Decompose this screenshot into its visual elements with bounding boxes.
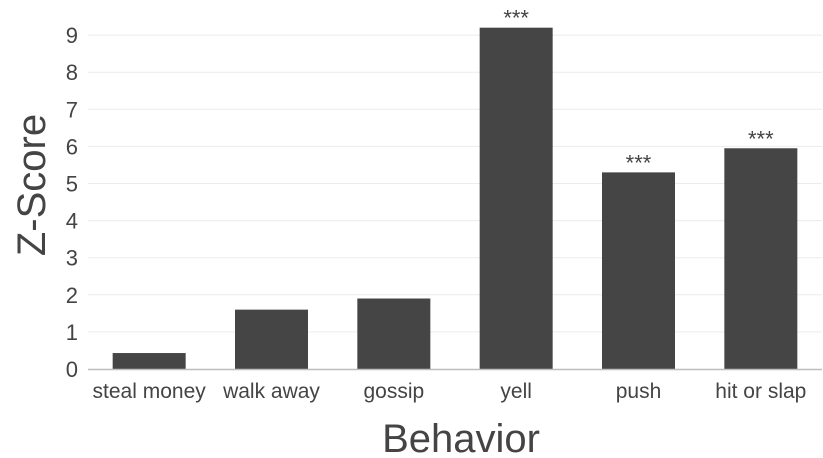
x-tick-labels: steal money walk away gossip yell push hit or… bbox=[93, 380, 807, 403]
y-tick-label: 9 bbox=[66, 23, 78, 48]
bar-walk-away bbox=[235, 309, 308, 369]
significance-marker: *** bbox=[626, 150, 652, 175]
bar-yell bbox=[479, 27, 553, 370]
significance-marker: *** bbox=[748, 126, 774, 151]
x-axis-title: Behavior bbox=[382, 417, 540, 458]
y-tick-label: 4 bbox=[66, 209, 78, 234]
bar-gossip bbox=[357, 298, 431, 369]
y-axis-title: Z-Score bbox=[10, 114, 54, 256]
bar-hit-or-slap bbox=[724, 148, 798, 369]
y-tick-label: 7 bbox=[66, 97, 78, 122]
bar-push bbox=[602, 172, 675, 369]
y-tick-label: 5 bbox=[66, 172, 78, 197]
x-tick-label: steal money bbox=[93, 380, 207, 403]
y-tick-label: 6 bbox=[66, 134, 78, 159]
x-tick-label: hit or slap bbox=[715, 380, 806, 403]
x-tick-label: push bbox=[616, 380, 662, 403]
y-tick-label: 8 bbox=[66, 60, 78, 85]
significance-marker: *** bbox=[503, 6, 529, 31]
bar-steal-money bbox=[112, 353, 186, 369]
y-tick-label: 1 bbox=[66, 320, 78, 345]
y-tick-label: 0 bbox=[66, 357, 78, 382]
x-tick-label: gossip bbox=[363, 380, 424, 403]
x-tick-label: walk away bbox=[222, 380, 320, 403]
x-tick-label: yell bbox=[500, 380, 532, 403]
significance-annotations: *** *** *** bbox=[503, 6, 774, 176]
bars bbox=[112, 27, 798, 370]
y-tick-label: 3 bbox=[66, 246, 78, 271]
gridlines bbox=[88, 34, 822, 333]
y-tick-labels: 0 1 2 3 4 5 6 7 8 9 bbox=[66, 23, 78, 382]
y-tick-label: 2 bbox=[66, 283, 78, 308]
